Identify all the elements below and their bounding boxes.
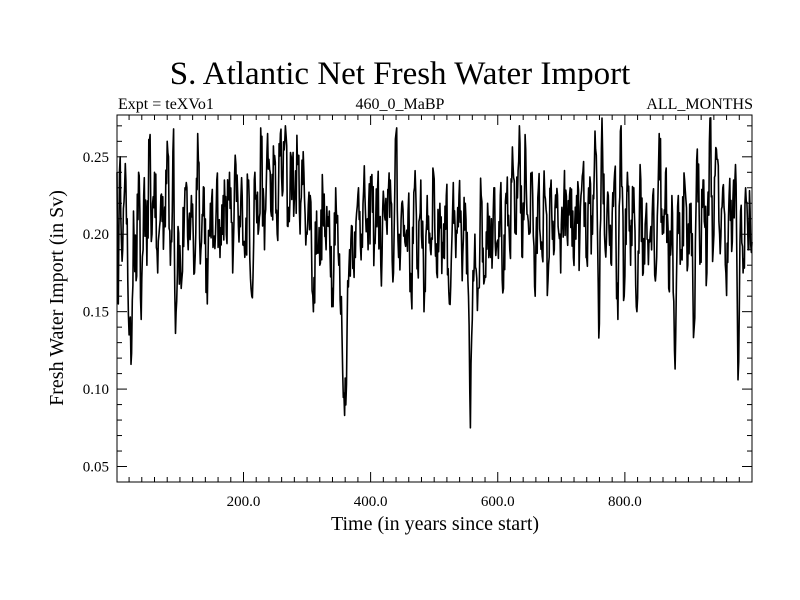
y-tick-label: 0.20 <box>83 227 109 243</box>
x-tick-label: 200.0 <box>227 494 261 510</box>
x-tick-label: 800.0 <box>608 494 642 510</box>
series-layer <box>116 117 753 429</box>
x-tick-label: 400.0 <box>354 494 388 510</box>
y-tick-label: 0.05 <box>83 460 109 476</box>
period-label: 460_0_MaBP <box>355 96 445 113</box>
y-axis-label: Fresh Water Import (in Sv) <box>46 190 68 406</box>
plot-frame <box>116 114 753 483</box>
months-label: ALL_MONTHS <box>646 96 753 113</box>
y-tick-label: 0.25 <box>83 150 109 166</box>
y-tick-label: 0.15 <box>83 305 109 321</box>
y-tick-label: 0.10 <box>83 382 109 398</box>
experiment-label: Expt = teXVo1 <box>118 96 214 113</box>
series-line-0 <box>116 117 753 429</box>
x-tick-label: 600.0 <box>481 494 515 510</box>
chart-title: S. Atlantic Net Fresh Water Import <box>169 56 631 92</box>
x-axis-label: Time (in years since start) <box>331 513 539 535</box>
axes-layer: 200.0 400.0 600.0 800.0 0.05 0.10 0.15 0.20 0.25 <box>83 114 753 510</box>
